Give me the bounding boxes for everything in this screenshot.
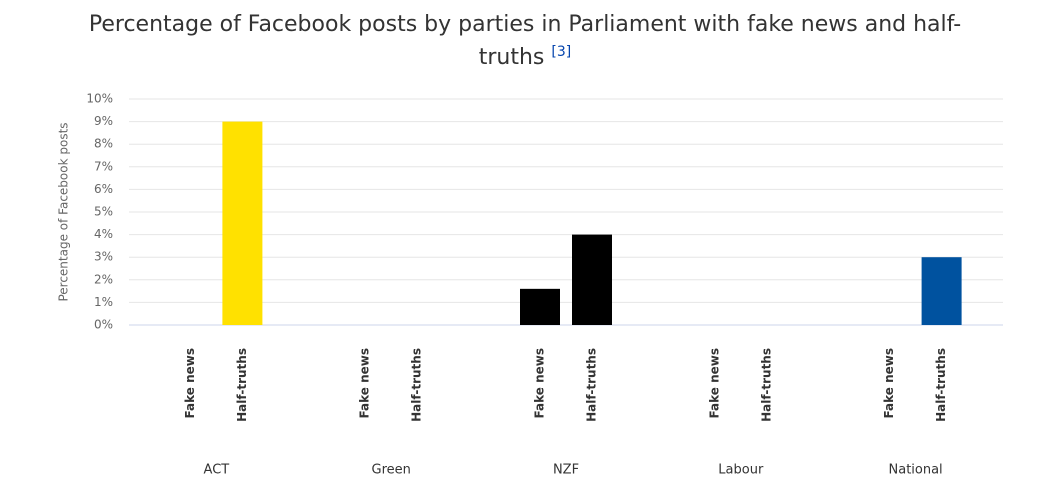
x-tick-label: Fake news <box>533 348 547 418</box>
x-tick-label: Half-truths <box>235 348 249 422</box>
y-tick-label: 6% <box>94 182 113 196</box>
y-tick-label: 2% <box>94 272 113 286</box>
bar <box>520 288 560 325</box>
y-tick-label: 3% <box>94 250 113 264</box>
title-note[interactable]: [3] <box>551 44 572 60</box>
y-axis-label: Percentage of Facebook posts <box>57 122 71 301</box>
x-tick-label: Fake news <box>882 348 896 418</box>
y-tick-label: 4% <box>94 227 113 241</box>
bar <box>572 234 612 325</box>
group-label: NZF <box>553 463 579 478</box>
y-tick-label: 7% <box>94 159 113 173</box>
x-tick-label: Half-truths <box>585 348 599 422</box>
x-tick-label: Fake news <box>707 348 721 418</box>
bar <box>921 257 962 325</box>
y-tick-label: 5% <box>94 205 113 219</box>
y-tick-label: 10% <box>86 92 113 106</box>
y-tick-label: 1% <box>94 295 113 309</box>
y-tick-label: 9% <box>94 114 113 128</box>
y-tick-label: 8% <box>94 137 113 151</box>
group-label: Labour <box>718 463 764 478</box>
group-label: National <box>889 463 943 478</box>
bar <box>222 121 263 325</box>
chart-title: Percentage of Facebook posts by parties … <box>75 8 975 74</box>
x-tick-label: Fake news <box>183 348 197 418</box>
x-tick-label: Half-truths <box>410 348 424 422</box>
title-text: Percentage of Facebook posts by parties … <box>88 12 962 70</box>
x-tick-label: Half-truths <box>934 348 948 422</box>
x-tick-label: Half-truths <box>759 348 773 422</box>
x-tick-label: Fake news <box>358 348 372 418</box>
group-label: ACT <box>204 463 230 478</box>
group-label: Green <box>372 463 411 478</box>
y-tick-label: 0% <box>94 318 113 332</box>
